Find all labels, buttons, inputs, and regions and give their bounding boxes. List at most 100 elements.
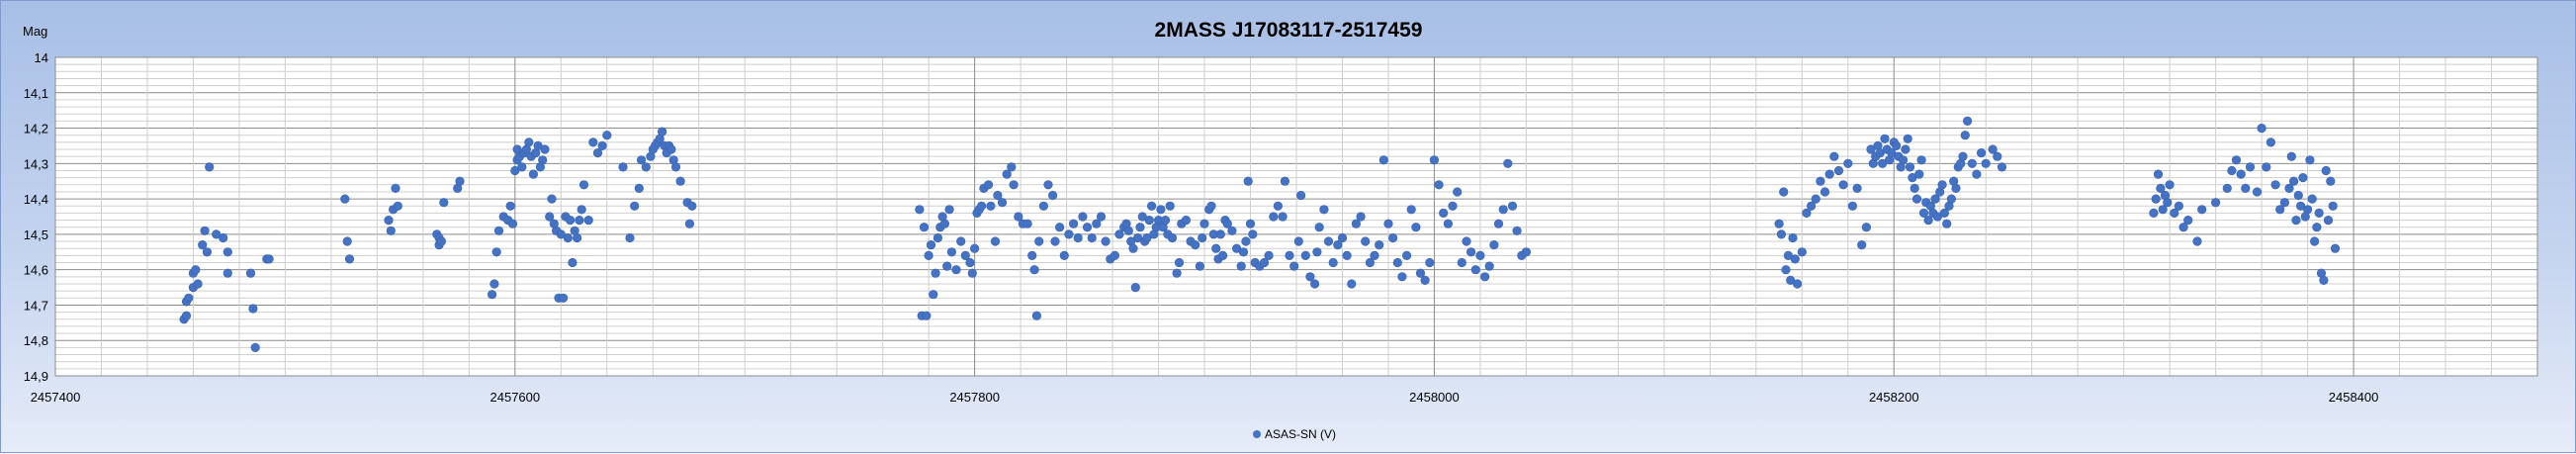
data-point: [184, 293, 194, 303]
data-point: [2275, 205, 2285, 215]
data-point: [2222, 183, 2232, 193]
data-point: [1146, 201, 1157, 211]
data-point: [1507, 201, 1518, 211]
data-point: [1356, 212, 1366, 222]
data-point: [969, 243, 980, 253]
data-point: [993, 190, 1003, 201]
data-point: [924, 250, 933, 260]
data-point: [391, 183, 400, 193]
data-point: [1319, 205, 1329, 215]
data-point: [1101, 236, 1110, 246]
data-point: [2245, 162, 2256, 172]
data-point: [489, 279, 499, 289]
data-point: [939, 219, 950, 228]
data-point: [1195, 261, 1204, 271]
data-point: [990, 236, 1001, 246]
data-point: [1029, 265, 1039, 275]
data-point: [575, 216, 584, 226]
data-point: [1269, 212, 1279, 222]
y-tick-label: 14,4: [24, 192, 48, 207]
data-point: [1347, 279, 1357, 289]
data-point: [1156, 205, 1166, 215]
data-point: [1792, 279, 1803, 289]
data-point: [455, 176, 465, 186]
data-point: [2328, 201, 2338, 211]
data-point: [592, 148, 603, 158]
data-point: [630, 201, 640, 211]
data-point: [1007, 162, 1017, 172]
data-point: [1861, 223, 1871, 232]
data-point: [1802, 208, 1812, 218]
data-point: [1891, 140, 1902, 150]
y-tick-label: 14,6: [24, 263, 48, 278]
x-tick-label: 2457600: [490, 390, 541, 405]
data-point: [2305, 155, 2315, 165]
y-axis-title: Mag: [23, 24, 47, 39]
data-point: [2321, 165, 2331, 176]
data-point: [2178, 223, 2188, 232]
data-point: [1236, 261, 1246, 271]
data-point: [1361, 236, 1371, 246]
chart-title: 2MASS J17083117-2517459: [1155, 19, 1423, 42]
data-point: [1217, 250, 1228, 260]
data-point: [2330, 243, 2341, 253]
data-point: [1172, 268, 1182, 278]
data-point: [944, 205, 954, 215]
data-point: [2156, 183, 2166, 193]
data-point: [1967, 158, 1977, 168]
data-point: [1378, 155, 1388, 165]
data-point: [181, 311, 192, 320]
data-point: [2319, 275, 2329, 286]
data-point: [1022, 219, 1032, 228]
data-point: [1144, 216, 1154, 226]
y-axis-ticks: 14 14,1 14,2 14,3 14,4 14,5 14,6 14,7 14,8 14,9: [24, 50, 48, 384]
data-point: [1788, 232, 1798, 243]
data-point: [1960, 131, 1970, 140]
data-point: [1114, 229, 1124, 239]
data-point: [1993, 151, 2002, 161]
data-point: [1415, 268, 1426, 278]
data-point: [926, 240, 936, 250]
y-tick-label: 14,9: [24, 369, 48, 384]
data-point: [1031, 311, 1041, 320]
data-point: [1776, 229, 1786, 239]
data-point: [2149, 208, 2159, 218]
data-point: [2192, 236, 2202, 246]
legend: ASAS-SN (V): [1253, 427, 1336, 441]
data-point: [2323, 216, 2334, 226]
data-point: [1434, 180, 1444, 190]
data-point: [250, 342, 260, 353]
x-tick-label: 2458200: [1869, 390, 1919, 405]
data-point: [1215, 229, 1225, 239]
data-point: [1073, 232, 1083, 243]
data-point: [2151, 194, 2161, 204]
data-point: [951, 265, 961, 275]
data-point: [625, 232, 635, 243]
data-point: [1285, 250, 1294, 260]
data-point: [1181, 216, 1191, 226]
data-point: [2270, 180, 2280, 190]
data-point: [1466, 247, 1476, 257]
data-point: [1047, 190, 1058, 201]
y-tick-label: 14,8: [24, 333, 48, 348]
data-point: [1064, 229, 1074, 239]
data-point: [538, 155, 548, 165]
x-tick-label: 2457400: [31, 390, 81, 405]
data-point: [198, 240, 208, 250]
data-point: [967, 268, 977, 278]
data-point: [1833, 165, 1844, 176]
data-point: [588, 137, 598, 147]
data-point: [2265, 137, 2275, 147]
data-point: [2291, 216, 2301, 226]
data-point: [1096, 212, 1107, 222]
data-point: [1479, 272, 1490, 282]
data-point: [1401, 250, 1412, 260]
data-point: [1779, 187, 1789, 197]
data-point: [1951, 183, 1961, 193]
data-point: [1448, 201, 1458, 211]
data-point: [1910, 183, 1919, 193]
data-point: [528, 169, 539, 179]
data-point: [1905, 162, 1915, 172]
data-point: [1241, 236, 1251, 246]
